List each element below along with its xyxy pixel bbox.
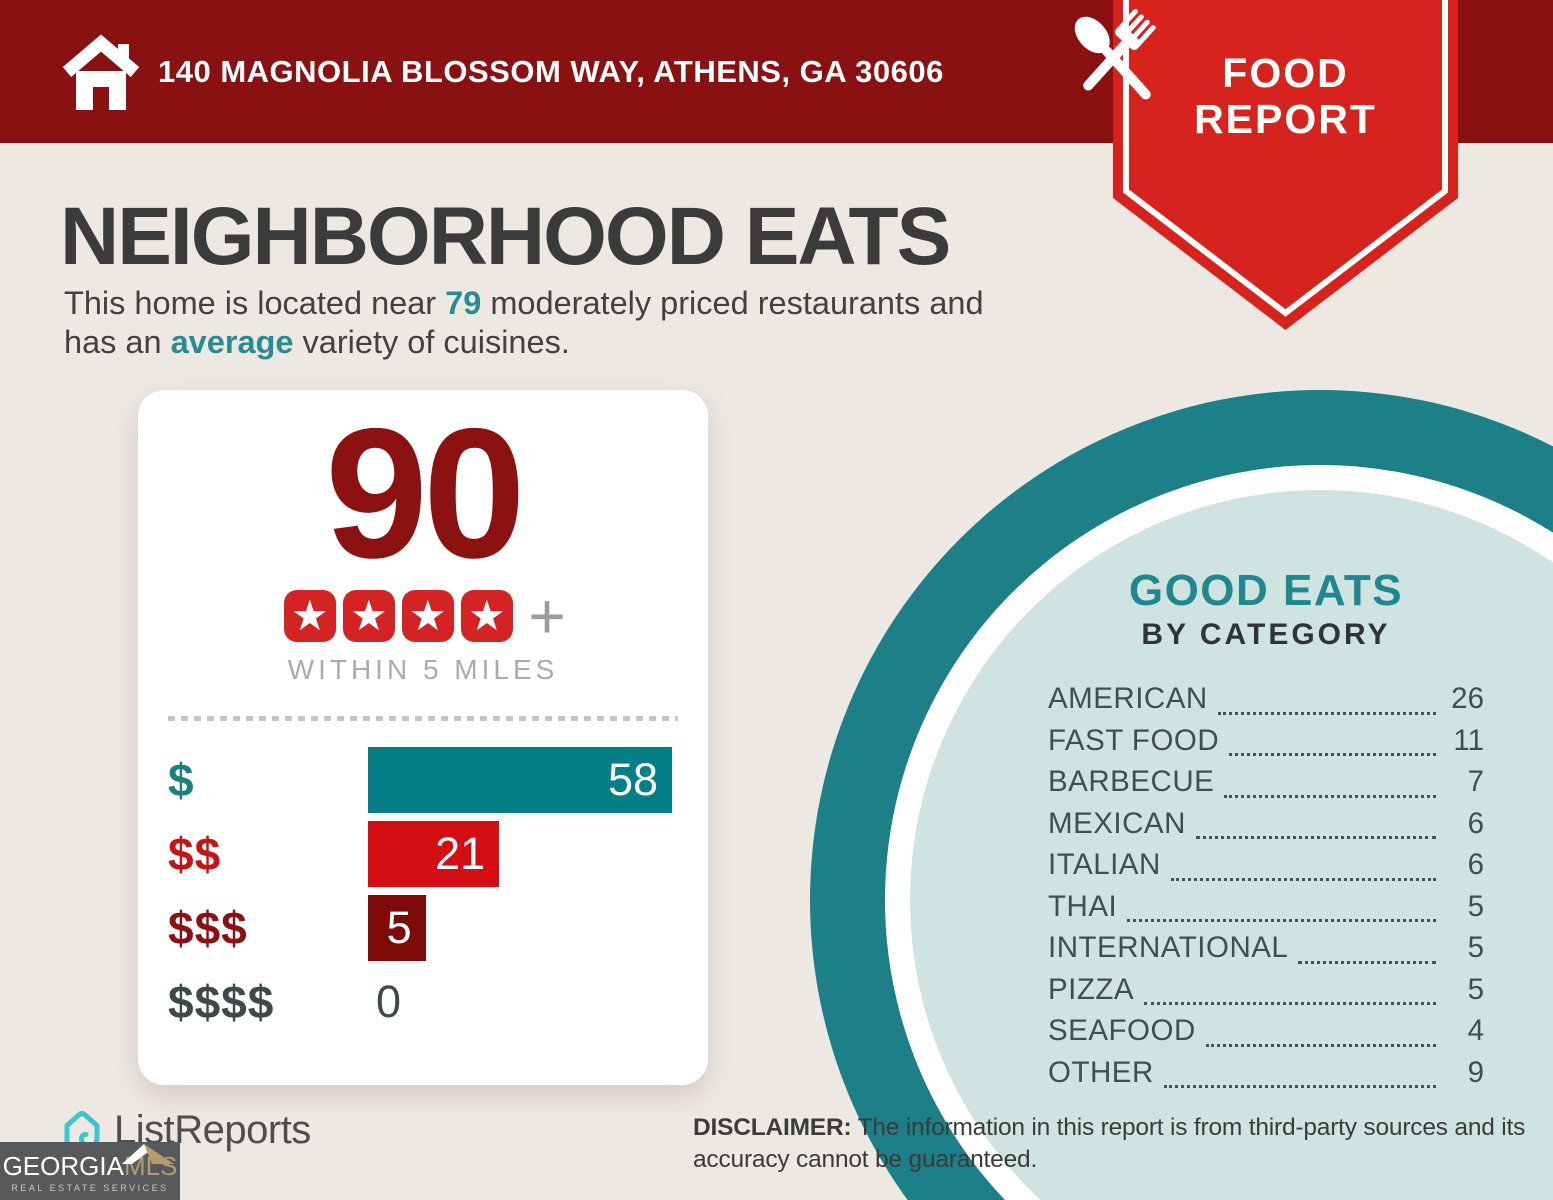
category-count: 4 [1467, 1014, 1484, 1047]
ribbon-shape [1113, 0, 1458, 330]
star-icon: ★ [460, 590, 513, 642]
georgia-mls-logo: GEORGIAMLS REAL ESTATE SERVICES [0, 1142, 180, 1200]
category-label: THAI [1048, 889, 1118, 923]
intro-line1-post: moderately priced restaurants and [481, 285, 984, 321]
georgia-mls-wordmark: GEORGIAMLS [3, 1153, 178, 1179]
ribbon-title-line1: FOOD [1222, 50, 1349, 96]
category-row: BARBECUE 7 [1048, 765, 1484, 807]
category-count: 6 [1467, 806, 1484, 840]
price-tier-label: $$$$ [168, 976, 275, 1028]
bar-track: 21 [368, 821, 688, 887]
category-count: 5 [1467, 931, 1484, 964]
category-row: SEAFOOD 4 [1048, 1014, 1484, 1056]
intro-line2-pre: has an [64, 324, 171, 360]
category-label: FAST FOOD [1048, 723, 1220, 757]
category-label: MEXICAN [1048, 806, 1186, 840]
dot-leader [1195, 836, 1436, 839]
category-count: 7 [1467, 765, 1484, 798]
plus-icon: + [528, 580, 566, 652]
page-title: NEIGHBORHOOD EATS [60, 191, 951, 282]
disclaimer: DISCLAIMER: The information in this repo… [693, 1112, 1553, 1176]
bar-track: 58 [368, 747, 688, 813]
category-label: BARBECUE [1048, 765, 1215, 798]
price-tier-row: $ 58 [168, 747, 688, 813]
category-label: OTHER [1048, 1055, 1154, 1089]
price-tier-row: $$ 21 [168, 821, 688, 887]
price-tier-row: $$$ 5 [168, 895, 688, 961]
price-tier-row: $$$$ 0 [168, 969, 688, 1035]
score-card: 90 ★ ★ ★ ★ + WITHIN 5 MILES $ 58 $$ 21 [138, 390, 708, 1085]
variety-highlight: average [170, 324, 294, 360]
property-address: 140 MAGNOLIA BLOSSOM WAY, ATHENS, GA 306… [158, 53, 944, 89]
category-label: PIZZA [1048, 972, 1135, 1006]
category-label: ITALIAN [1048, 848, 1161, 881]
price-tier-label: $$ [168, 828, 222, 880]
bar-dollar-dollar: 21 [368, 821, 500, 887]
category-count: 6 [1467, 848, 1484, 881]
category-count: 26 [1451, 682, 1484, 715]
price-tier-chart: $ 58 $$ 21 $$$ 5 $$$$ 0 [168, 747, 688, 1035]
dot-leader [1298, 960, 1436, 964]
category-count: 5 [1467, 972, 1484, 1006]
category-row: THAI 5 [1048, 890, 1484, 932]
radius-label: WITHIN 5 MILES [287, 654, 559, 685]
intro-text: This home is located near 79 moderately … [64, 284, 1124, 362]
dot-leader [1229, 753, 1436, 756]
home-icon [62, 34, 140, 110]
restaurant-count: 79 [445, 285, 482, 321]
restaurant-score: 90 [325, 391, 526, 597]
dashed-divider [168, 716, 678, 721]
georgia-text: GEORGIA [2, 1151, 124, 1181]
dot-leader [1163, 1085, 1436, 1088]
mls-roof-icon [122, 1144, 174, 1164]
georgia-mls-tagline: REAL ESTATE SERVICES [11, 1183, 169, 1193]
bar-triple-dollar: 5 [368, 895, 426, 961]
star-rating: ★ ★ ★ ★ + [138, 580, 708, 652]
dot-leader [1170, 877, 1436, 881]
category-list: AMERICAN 26 FAST FOOD 11 BARBECUE 7 MEXI… [1048, 682, 1484, 1097]
dot-leader [1205, 1043, 1436, 1047]
category-row: MEXICAN 6 [1048, 807, 1484, 849]
food-report-ribbon: FOOD REPORT [1074, 0, 1458, 332]
intro-line2-post: variety of cuisines. [293, 324, 570, 360]
category-label: AMERICAN [1048, 682, 1208, 715]
price-tier-label: $ [168, 754, 195, 806]
zero-value: 0 [376, 976, 402, 1027]
dot-leader [1144, 1002, 1436, 1005]
category-label: SEAFOOD [1048, 1014, 1196, 1047]
category-label: INTERNATIONAL [1048, 931, 1289, 964]
disclaimer-text: The information in this report is from t… [693, 1114, 1526, 1173]
bar-track: 0 [368, 969, 688, 1035]
bar-dollar: 58 [368, 747, 672, 813]
category-row: ITALIAN 6 [1048, 848, 1484, 890]
bar-track: 5 [368, 895, 688, 961]
star-icon: ★ [283, 590, 336, 642]
category-row: INTERNATIONAL 5 [1048, 931, 1484, 973]
category-count: 11 [1453, 723, 1484, 757]
category-row: OTHER 9 [1048, 1056, 1484, 1098]
spoon-fork-icon [1074, 9, 1156, 100]
good-eats-panel: GOOD EATS BY CATEGORY AMERICAN 26 FAST F… [1048, 568, 1484, 1097]
dot-leader [1217, 711, 1436, 715]
category-row: PIZZA 5 [1048, 973, 1484, 1015]
category-row: FAST FOOD 11 [1048, 724, 1484, 766]
category-row: AMERICAN 26 [1048, 682, 1484, 724]
disclaimer-label: DISCLAIMER: [693, 1114, 852, 1141]
category-count: 5 [1467, 889, 1484, 923]
dot-leader [1224, 794, 1436, 798]
good-eats-title: GOOD EATS [1128, 566, 1404, 615]
dot-leader [1127, 919, 1436, 922]
star-icon: ★ [401, 590, 454, 642]
star-icon: ★ [342, 590, 395, 642]
ribbon-title-line2: REPORT [1194, 96, 1377, 142]
good-eats-subtitle: BY CATEGORY [1141, 618, 1391, 651]
intro-line1-pre: This home is located near [64, 285, 446, 321]
price-tier-label: $$$ [168, 902, 248, 954]
category-count: 9 [1467, 1055, 1484, 1089]
